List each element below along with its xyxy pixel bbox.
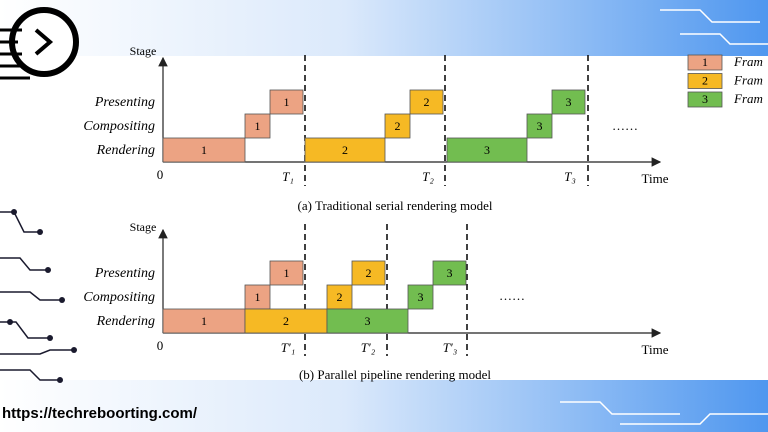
frame-number: 2 <box>395 119 401 133</box>
legend-swatch <box>687 73 723 89</box>
ellipsis: …… <box>612 118 638 133</box>
x-axis-label: Time <box>642 171 669 186</box>
caption: (a) Traditional serial rendering model <box>298 198 493 213</box>
frame-block <box>244 113 271 139</box>
time-marker: T₂ <box>422 169 434 184</box>
time-marker: T′₁ <box>281 340 296 355</box>
stage-label: Compositing <box>83 290 155 305</box>
stage-label: Presenting <box>94 266 155 281</box>
legend-number: 1 <box>702 55 708 69</box>
frame-block <box>351 260 386 286</box>
frame-number: 1 <box>255 290 261 304</box>
frame-number: 3 <box>447 266 453 280</box>
frame-block <box>269 89 304 115</box>
origin-label: 0 <box>157 338 164 353</box>
frame-block <box>407 284 434 310</box>
frame-number: 3 <box>365 314 371 328</box>
frame-number: 2 <box>342 143 348 157</box>
time-marker: T₃ <box>564 169 576 184</box>
frame-number: 1 <box>255 119 261 133</box>
ellipsis: …… <box>499 288 525 303</box>
frame-block <box>244 284 271 310</box>
frame-number: 2 <box>424 95 430 109</box>
legend-label: Fram <box>733 91 763 106</box>
caption: (b) Parallel pipeline rendering model <box>299 367 491 382</box>
legend-label: Fram <box>733 72 763 87</box>
frame-block <box>526 113 553 139</box>
y-axis-label: Stage <box>130 44 157 58</box>
stage-label: Compositing <box>83 119 155 134</box>
logo <box>0 7 79 80</box>
frame-number: 3 <box>566 95 572 109</box>
frame-number: 3 <box>484 143 490 157</box>
origin-label: 0 <box>157 167 164 182</box>
frame-number: 2 <box>337 290 343 304</box>
stage-label: Rendering <box>96 143 155 158</box>
frame-number: 1 <box>284 95 290 109</box>
legend-swatch <box>687 91 723 108</box>
y-axis-label: Stage <box>130 220 157 234</box>
frame-number: 1 <box>201 314 207 328</box>
frame-block <box>304 137 386 163</box>
frame-block <box>269 260 304 286</box>
frame-number: 3 <box>418 290 424 304</box>
frame-number: 2 <box>366 266 372 280</box>
circuit-left <box>0 211 74 381</box>
frame-number: 3 <box>537 119 543 133</box>
time-marker: T₁ <box>282 169 294 184</box>
frame-block <box>162 308 246 334</box>
legend-number: 2 <box>702 73 708 87</box>
legend-number: 3 <box>702 92 708 106</box>
frame-block <box>384 113 411 139</box>
stage-label: Rendering <box>96 314 155 329</box>
circuit-dots <box>7 209 77 383</box>
stage-label: Presenting <box>94 95 155 110</box>
time-marker: T′₂ <box>361 340 376 355</box>
frame-number: 2 <box>283 314 289 328</box>
frame-block <box>162 137 246 163</box>
frame-block <box>446 137 528 163</box>
legend-swatch <box>687 54 723 71</box>
frame-block <box>326 284 353 310</box>
site-url: https://techreboorting.com/ <box>2 405 198 422</box>
frame-block <box>326 308 409 334</box>
legend-label: Fram <box>733 54 763 69</box>
frame-block <box>551 89 586 115</box>
frame-block <box>409 89 444 115</box>
frame-number: 1 <box>201 143 207 157</box>
circuit-decor <box>560 9 768 425</box>
time-marker: T′₃ <box>443 340 458 355</box>
x-axis-label: Time <box>642 342 669 357</box>
frame-number: 1 <box>284 266 290 280</box>
frame-block <box>432 260 467 286</box>
top-band <box>0 0 768 56</box>
